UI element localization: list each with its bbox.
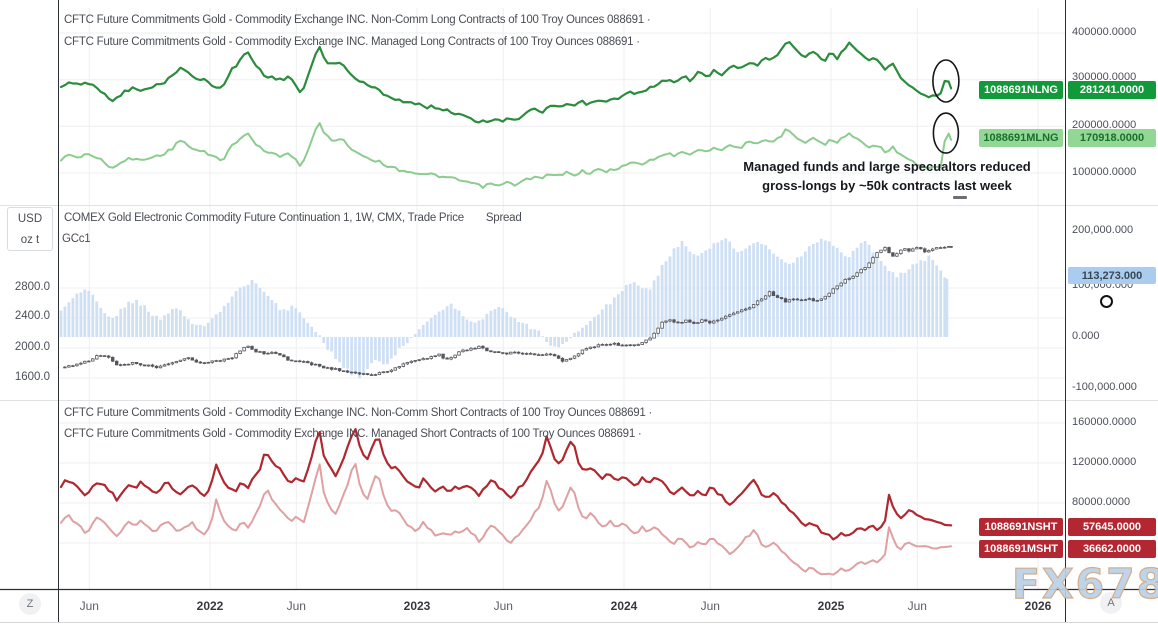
symbol-label[interactable]: GCc1 [62,233,91,245]
legend-managed-long[interactable]: CFTC Future Commitments Gold - Commodity… [64,36,640,48]
fx678-watermark: FX678 [1011,559,1158,608]
legend-non-comm-short[interactable]: CFTC Future Commitments Gold - Commodity… [64,407,653,419]
unit-currency: USD [17,212,43,225]
time-axis-label: 2024 [610,599,638,613]
axis-label: 200,000.000 [1072,224,1134,236]
time-axis-label: Jun [907,599,927,613]
annotation-line-2: gross-longs by ~50k contracts last week [762,178,1012,193]
gold-candlesticks [63,246,953,376]
time-axis-label: Jun [700,599,720,613]
price-flag-value-mlng: 170918.0000 [1068,129,1156,147]
axis-label: 0.000 [1072,330,1100,342]
legend-spread-indicator[interactable]: Spread [485,212,522,224]
legend-non-comm-long[interactable]: CFTC Future Commitments Gold - Commodity… [64,14,651,26]
price-flag-name-nlng: 1088691NLNG [979,81,1063,99]
price-flag-value-spread: 113,273.000 [1068,267,1156,284]
axis-label: 100000.0000 [1072,166,1137,178]
circle-annotation-nlng[interactable] [932,59,960,103]
chart-area[interactable] [58,8,1065,589]
unit-measure: oz t [20,233,40,246]
auto-scale-button[interactable]: A [1100,592,1122,614]
price-flag-name-msht: 1088691MSHT [979,540,1063,558]
legend-managed-short[interactable]: CFTC Future Commitments Gold - Commodity… [64,428,642,440]
non-comm-short-line [59,428,953,541]
managed-short-line [60,463,953,576]
price-flag-value-msht: 36662.0000 [1068,540,1156,558]
axis-label: 1600.0 [14,371,50,383]
axis-label: 2000.0 [14,341,50,353]
managed-long-line [60,122,953,189]
non-comm-long-line [59,41,953,124]
time-axis-label: 2025 [817,599,845,613]
time-axis-label: 2026 [1024,599,1052,613]
axis-label: -100,000.000 [1072,381,1137,393]
time-scale[interactable] [0,589,1158,622]
axis-label: 300000.0000 [1072,71,1137,83]
price-flag-name-mlng: 1088691MLNG [979,129,1063,147]
price-flag-name-nsht: 1088691NSHT [979,518,1063,536]
annotation-handle[interactable] [953,196,967,199]
time-axis-label: Jun [286,599,306,613]
circle-annotation-mlng[interactable] [932,112,960,154]
anchor-dot[interactable] [1100,295,1113,308]
axis-label: 120000.0000 [1072,456,1137,468]
unit-badge[interactable]: USD oz t [7,207,53,251]
legend-gold-future[interactable]: COMEX Gold Electronic Commodity Future C… [64,212,464,224]
axis-label: 2400.0 [14,310,50,322]
annotation-line-1: Managed funds and large specualtors redu… [743,159,1031,174]
axis-label: 2800.0 [14,281,50,293]
time-axis-label: Jun [79,599,99,613]
axis-label: 200000.0000 [1072,119,1137,131]
annotation-text[interactable]: Managed funds and large specualtors redu… [722,157,1052,195]
time-axis-label: 2023 [403,599,431,613]
time-axis-label: 2022 [196,599,224,613]
axis-label: 80000.0000 [1072,496,1131,508]
price-flag-value-nlng: 281241.0000 [1068,81,1156,99]
axis-label: 400000.0000 [1072,26,1137,38]
timezone-button[interactable]: Z [19,593,41,615]
time-axis-label: Jun [493,599,513,613]
price-flag-value-nsht: 57645.0000 [1068,518,1156,536]
axis-label: 160000.0000 [1072,416,1137,428]
